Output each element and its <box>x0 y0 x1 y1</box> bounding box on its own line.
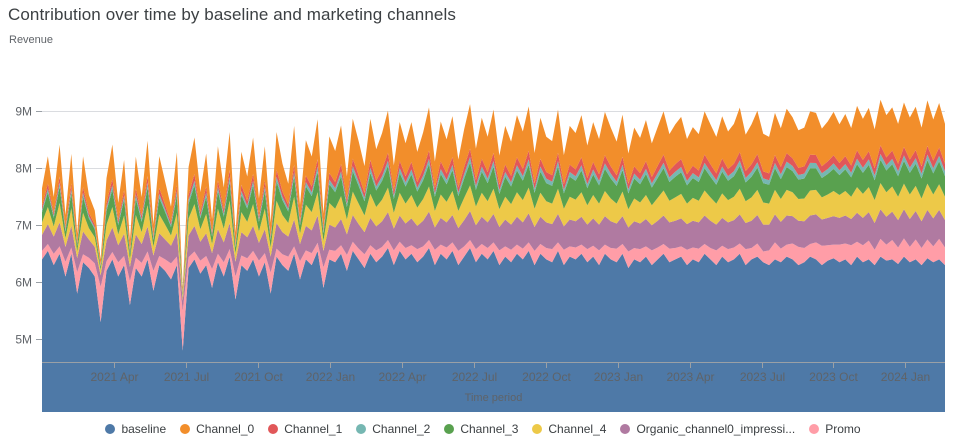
chart-subtitle: Revenue <box>9 34 54 46</box>
x-tick-label: 2023 Oct <box>809 370 858 384</box>
area-series-group[interactable] <box>42 99 945 412</box>
area-series-promo[interactable] <box>42 238 945 351</box>
legend-swatch-icon <box>105 424 116 434</box>
y-tick-label: 8M <box>15 162 32 176</box>
area-series-channel-4[interactable] <box>42 183 945 301</box>
area-series-channel-0[interactable] <box>42 99 945 293</box>
x-tick-label: 2022 Jan <box>306 370 355 384</box>
area-series-organic-channel0-impressi[interactable] <box>42 209 945 311</box>
x-tick-label: 2021 Oct <box>234 370 283 384</box>
y-tick-label: 5M <box>15 333 32 347</box>
legend-item-label: baseline <box>121 422 167 436</box>
area-series-channel-3[interactable] <box>42 159 945 297</box>
legend-item-channel-1[interactable]: Channel_1 <box>268 422 342 436</box>
x-axis: 2021 Apr 2021 Jul 2021 Oct 2022 Jan 2022 Apr… <box>42 362 945 384</box>
legend-item-channel-3[interactable]: Channel_3 <box>444 422 518 436</box>
stacked-area-chart[interactable]: 9M 8M 7M 6M 5M 2021 Apr 2021 Jul 2021 Oct 2022 … <box>0 0 962 412</box>
y-tick-label: 6M <box>15 276 32 290</box>
legend-item-channel-2[interactable]: Channel_2 <box>356 422 430 436</box>
page-title: Contribution over time by baseline and m… <box>8 5 456 24</box>
x-tick-label: 2021 Jul <box>164 370 209 384</box>
x-tick-label: 2022 Oct <box>522 370 571 384</box>
x-tick-label: 2023 Jan <box>594 370 643 384</box>
legend-item-label: Channel_3 <box>460 422 519 436</box>
legend-item-label: Channel_0 <box>196 422 255 436</box>
x-tick-label: 2022 Jul <box>452 370 497 384</box>
x-axis-title: Time period <box>465 392 523 404</box>
legend-swatch-icon <box>532 424 543 434</box>
legend-swatch-icon <box>180 424 191 434</box>
legend-swatch-icon <box>444 424 455 434</box>
area-series-baseline[interactable] <box>42 248 945 412</box>
legend-item-label: Promo <box>825 422 861 436</box>
y-tick-label: 7M <box>15 219 32 233</box>
y-axis: 9M 8M 7M 6M 5M <box>15 105 42 347</box>
legend-item-label: Channel_4 <box>548 422 607 436</box>
legend-swatch-icon <box>809 424 820 434</box>
legend-item-label: Channel_2 <box>372 422 431 436</box>
y-tick-label: 9M <box>15 105 32 119</box>
legend-swatch-icon <box>268 424 279 434</box>
legend-item-channel-0[interactable]: Channel_0 <box>180 422 254 436</box>
x-tick-label: 2023 Apr <box>666 370 714 384</box>
plot-area: 9M 8M 7M 6M 5M 2021 Apr 2021 Jul 2021 Oct 2022 … <box>0 0 962 412</box>
x-axis-title-label: Time period <box>465 392 523 404</box>
area-series-channel-2[interactable] <box>42 154 945 294</box>
x-tick-label: 2021 Apr <box>90 370 138 384</box>
legend-item-channel-4[interactable]: Channel_4 <box>532 422 606 436</box>
legend-item-label: Organic_channel0_impressi... <box>636 422 796 436</box>
legend-item-promo[interactable]: Promo <box>809 422 861 436</box>
legend-swatch-icon <box>356 424 367 434</box>
legend-item-organic-channel0-impressi[interactable]: Organic_channel0_impressi... <box>620 422 795 436</box>
chart-legend[interactable]: baseline Channel_0 Channel_1 Channel_2 Chann… <box>0 418 962 440</box>
x-tick-label: 2024 Jan <box>881 370 930 384</box>
legend-item-baseline[interactable]: baseline <box>105 422 166 436</box>
area-series-channel-1[interactable] <box>42 145 945 293</box>
x-tick-label: 2023 Jul <box>740 370 785 384</box>
x-tick-label: 2022 Apr <box>378 370 426 384</box>
legend-item-label: Channel_1 <box>284 422 343 436</box>
legend-swatch-icon <box>620 424 631 434</box>
